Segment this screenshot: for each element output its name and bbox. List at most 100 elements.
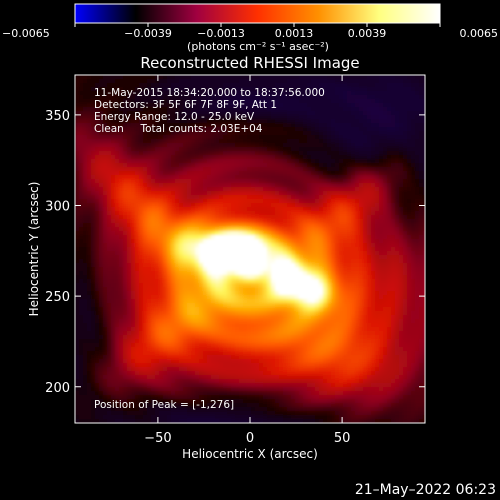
heatmap-cell (415, 243, 420, 248)
heatmap-cell (131, 239, 136, 244)
heatmap-cell (131, 271, 136, 276)
heatmap-cell (399, 275, 404, 280)
heatmap-cell (191, 203, 196, 208)
heatmap-cell (215, 263, 220, 268)
heatmap-cell (399, 111, 404, 116)
heatmap-cell (347, 187, 352, 192)
heatmap-cell (263, 287, 268, 292)
heatmap-cell (159, 275, 164, 280)
heatmap-cell (323, 275, 328, 280)
heatmap-cell (215, 223, 220, 228)
heatmap-cell (331, 187, 336, 192)
heatmap-cell (347, 79, 352, 84)
heatmap-cell (83, 239, 88, 244)
heatmap-cell (115, 267, 120, 272)
heatmap-cell (351, 223, 356, 228)
heatmap-cell (403, 155, 408, 160)
heatmap-cell (323, 251, 328, 256)
heatmap-cell (219, 291, 224, 296)
heatmap-cell (303, 107, 308, 112)
heatmap-cell (187, 287, 192, 292)
heatmap-cell (79, 99, 84, 104)
heatmap-cell (127, 155, 132, 160)
heatmap-cell (187, 143, 192, 148)
heatmap-cell (343, 151, 348, 156)
heatmap-cell (135, 187, 140, 192)
heatmap-cell (219, 95, 224, 100)
heatmap-cell (407, 271, 412, 276)
heatmap-cell (307, 87, 312, 92)
heatmap-cell (419, 139, 424, 144)
heatmap-cell (403, 239, 408, 244)
heatmap-cell (163, 155, 168, 160)
heatmap-cell (151, 243, 156, 248)
heatmap-cell (147, 203, 152, 208)
heatmap-cell (215, 207, 220, 212)
heatmap-cell (351, 75, 356, 80)
heatmap-cell (171, 287, 176, 292)
heatmap-cell (415, 275, 420, 280)
heatmap-cell (187, 95, 192, 100)
heatmap-cell (251, 279, 256, 284)
heatmap-cell (287, 167, 292, 172)
heatmap-cell (187, 235, 192, 240)
heatmap-cell (255, 239, 260, 244)
heatmap-cell (343, 203, 348, 208)
heatmap-cell (115, 243, 120, 248)
heatmap-cell (279, 179, 284, 184)
heatmap-cell (111, 175, 116, 180)
heatmap-cell (175, 79, 180, 84)
heatmap-cell (291, 271, 296, 276)
heatmap-cell (215, 159, 220, 164)
heatmap-cell (159, 251, 164, 256)
heatmap-cell (271, 207, 276, 212)
heatmap-cell (319, 223, 324, 228)
heatmap-cell (411, 183, 416, 188)
heatmap-cell (103, 91, 108, 96)
heatmap-cell (119, 239, 124, 244)
heatmap-cell (79, 95, 84, 100)
heatmap-cell (275, 179, 280, 184)
heatmap-cell (247, 167, 252, 172)
heatmap-cell (327, 187, 332, 192)
heatmap-cell (335, 235, 340, 240)
heatmap-cell (247, 119, 252, 124)
heatmap-cell (211, 115, 216, 120)
heatmap-cell (199, 299, 204, 304)
heatmap-cell (87, 99, 92, 104)
heatmap-cell (319, 287, 324, 292)
heatmap-cell (195, 195, 200, 200)
heatmap-cell (215, 227, 220, 232)
heatmap-cell (335, 219, 340, 224)
heatmap-cell (339, 159, 344, 164)
heatmap-cell (299, 79, 304, 84)
heatmap-cell (187, 107, 192, 112)
heatmap-cell (163, 147, 168, 152)
heatmap-cell (191, 219, 196, 224)
heatmap-cell (139, 139, 144, 144)
heatmap-cell (95, 227, 100, 232)
heatmap-cell (255, 95, 260, 100)
heatmap-cell (211, 179, 216, 184)
heatmap-cell (243, 219, 248, 224)
heatmap-cell (339, 171, 344, 176)
heatmap-cell (91, 235, 96, 240)
heatmap-cell (359, 263, 364, 268)
heatmap-cell (115, 143, 120, 148)
heatmap-cell (327, 155, 332, 160)
heatmap-cell (403, 87, 408, 92)
heatmap-cell (91, 239, 96, 244)
heatmap-cell (83, 179, 88, 184)
heatmap-cell (163, 231, 168, 236)
heatmap-cell (391, 283, 396, 288)
heatmap-cell (195, 223, 200, 228)
heatmap-cell (83, 283, 88, 288)
heatmap-cell (319, 243, 324, 248)
heatmap-cell (139, 263, 144, 268)
heatmap-cell (239, 91, 244, 96)
heatmap-cell (75, 143, 80, 148)
heatmap-cell (127, 127, 132, 132)
heatmap-cell (75, 231, 80, 236)
heatmap-cell (251, 191, 256, 196)
heatmap-cell (331, 167, 336, 172)
